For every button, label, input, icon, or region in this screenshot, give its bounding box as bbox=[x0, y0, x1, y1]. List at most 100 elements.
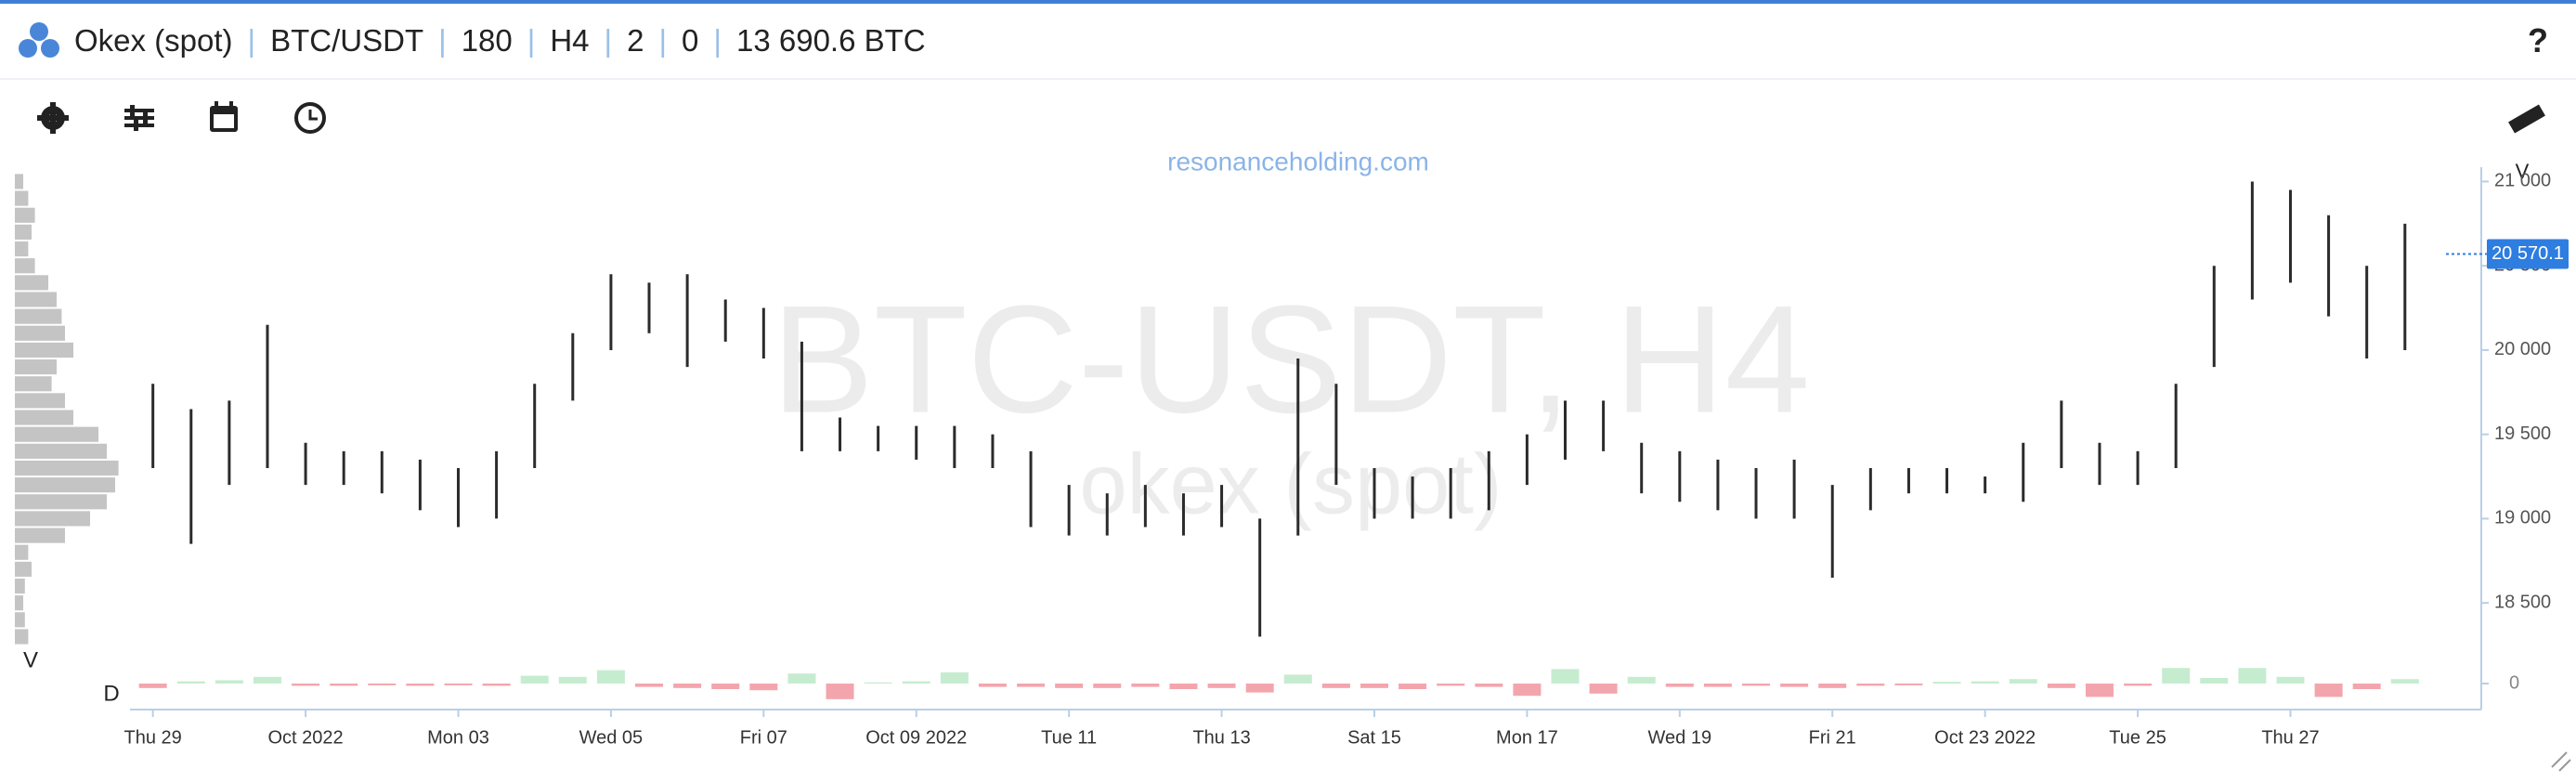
y-tick-label: 19 000 bbox=[2494, 508, 2551, 528]
x-tick-label: Oct 23 2022 bbox=[1934, 727, 2036, 748]
delta-bar bbox=[1437, 684, 1465, 686]
profile-bar bbox=[15, 190, 29, 206]
delta-bar bbox=[1245, 684, 1274, 693]
calendar-icon[interactable] bbox=[210, 101, 238, 132]
delta-bar bbox=[1703, 684, 1732, 687]
top-bar bbox=[0, 0, 2576, 4]
delta-bar bbox=[444, 684, 473, 685]
profile-bar bbox=[15, 426, 98, 442]
delta-bar bbox=[1475, 684, 1503, 687]
x-tick-label: Wed 05 bbox=[579, 727, 644, 748]
ruler-icon[interactable] bbox=[2508, 104, 2545, 134]
delta-bar bbox=[1360, 684, 1388, 688]
profile-bar bbox=[15, 207, 35, 223]
header: Okex (spot) | BTC/USDT | 180 | H4 | 2 | 0 | 13… bbox=[0, 4, 2576, 80]
profile-bar bbox=[15, 308, 62, 324]
profile-bar bbox=[15, 477, 115, 493]
toolbar bbox=[37, 101, 2545, 134]
clock-icon[interactable] bbox=[294, 102, 326, 134]
profile-bar bbox=[15, 544, 29, 560]
delta-bar bbox=[1856, 684, 1885, 686]
delta-bar bbox=[978, 684, 1007, 687]
field[interactable]: 0 bbox=[682, 23, 699, 58]
delta-bar bbox=[2162, 668, 2191, 684]
profile-bar bbox=[15, 528, 65, 543]
x-tick-label: Oct 2022 bbox=[267, 727, 343, 748]
y-tick-label: 19 500 bbox=[2494, 424, 2551, 444]
profile-bar bbox=[15, 612, 25, 628]
delta-bar bbox=[635, 684, 664, 687]
delta-bar bbox=[1513, 684, 1542, 697]
profile-bar bbox=[15, 561, 32, 577]
delta-bar bbox=[826, 684, 854, 699]
x-tick-label: Fri 07 bbox=[740, 727, 787, 748]
delta-tick-label: 0 bbox=[2509, 672, 2519, 693]
delta-bar bbox=[406, 684, 435, 686]
profile-bar bbox=[15, 292, 57, 307]
bars[interactable]: 180 bbox=[461, 23, 513, 58]
delta-bar bbox=[711, 684, 740, 689]
x-tick-label: Thu 27 bbox=[2261, 727, 2319, 748]
delta-bar bbox=[1017, 684, 1046, 687]
delta-bar bbox=[558, 676, 587, 684]
exchange[interactable]: Okex (spot) bbox=[74, 23, 233, 58]
x-tick-label: Sat 15 bbox=[1347, 727, 1401, 748]
profile-bar bbox=[15, 325, 65, 341]
delta-bar bbox=[2085, 684, 2114, 697]
delta-bar bbox=[2047, 684, 2075, 688]
profile-bar bbox=[15, 578, 25, 594]
profile-bar bbox=[15, 241, 29, 257]
delta-bar bbox=[292, 684, 320, 686]
delta-label: D bbox=[103, 681, 119, 706]
axis-label: V bbox=[2516, 160, 2530, 183]
profile-bar bbox=[15, 511, 90, 527]
delta-bar bbox=[482, 684, 511, 686]
delta-bar bbox=[1169, 684, 1198, 689]
delta-bar bbox=[1207, 684, 1236, 688]
resize-handle[interactable] bbox=[2551, 751, 2571, 772]
delta-bar bbox=[673, 684, 702, 688]
delta-bar bbox=[940, 672, 969, 684]
delta-bar bbox=[1551, 669, 1580, 684]
profile-bar bbox=[15, 393, 65, 409]
profile-bar bbox=[15, 174, 23, 189]
field[interactable]: 2 bbox=[627, 23, 644, 58]
delta-bar bbox=[1321, 684, 1350, 688]
delta-bar bbox=[1055, 684, 1084, 688]
x-tick-label: Mon 17 bbox=[1496, 727, 1558, 748]
delta-bar bbox=[1665, 684, 1694, 687]
x-tick-label: Thu 29 bbox=[124, 727, 182, 748]
profile-bar bbox=[15, 443, 107, 459]
profile-bar bbox=[15, 342, 73, 358]
logo bbox=[19, 22, 59, 58]
delta-bar bbox=[749, 684, 778, 691]
timeframe[interactable]: H4 bbox=[550, 23, 590, 58]
x-tick-label: Thu 13 bbox=[1192, 727, 1250, 748]
last-price-box bbox=[2487, 239, 2569, 269]
delta-bar bbox=[1131, 684, 1160, 687]
filters-icon[interactable] bbox=[124, 105, 154, 131]
volume: 13 690.6 BTC bbox=[735, 23, 926, 58]
delta-bar bbox=[2390, 679, 2419, 684]
y-tick-label: 20 000 bbox=[2494, 339, 2551, 359]
help-button[interactable]: ? bbox=[2528, 21, 2548, 59]
delta-bar bbox=[2238, 668, 2267, 684]
settings-icon[interactable] bbox=[37, 102, 69, 134]
delta-bar bbox=[1932, 682, 1961, 684]
profile-bar bbox=[15, 224, 32, 240]
profile-bar bbox=[15, 460, 119, 476]
y-tick-label: 18 500 bbox=[2494, 592, 2551, 612]
delta-bar bbox=[176, 681, 205, 684]
delta-bar bbox=[520, 675, 549, 684]
pair[interactable]: BTC/USDT bbox=[270, 23, 424, 58]
delta-bar bbox=[2200, 678, 2229, 684]
delta-bar bbox=[215, 680, 243, 684]
delta-bar bbox=[138, 684, 167, 688]
delta-bar bbox=[253, 676, 281, 684]
delta-bar bbox=[2124, 684, 2153, 686]
profile-bar bbox=[15, 359, 57, 375]
x-tick-label: Fri 21 bbox=[1809, 727, 1856, 748]
